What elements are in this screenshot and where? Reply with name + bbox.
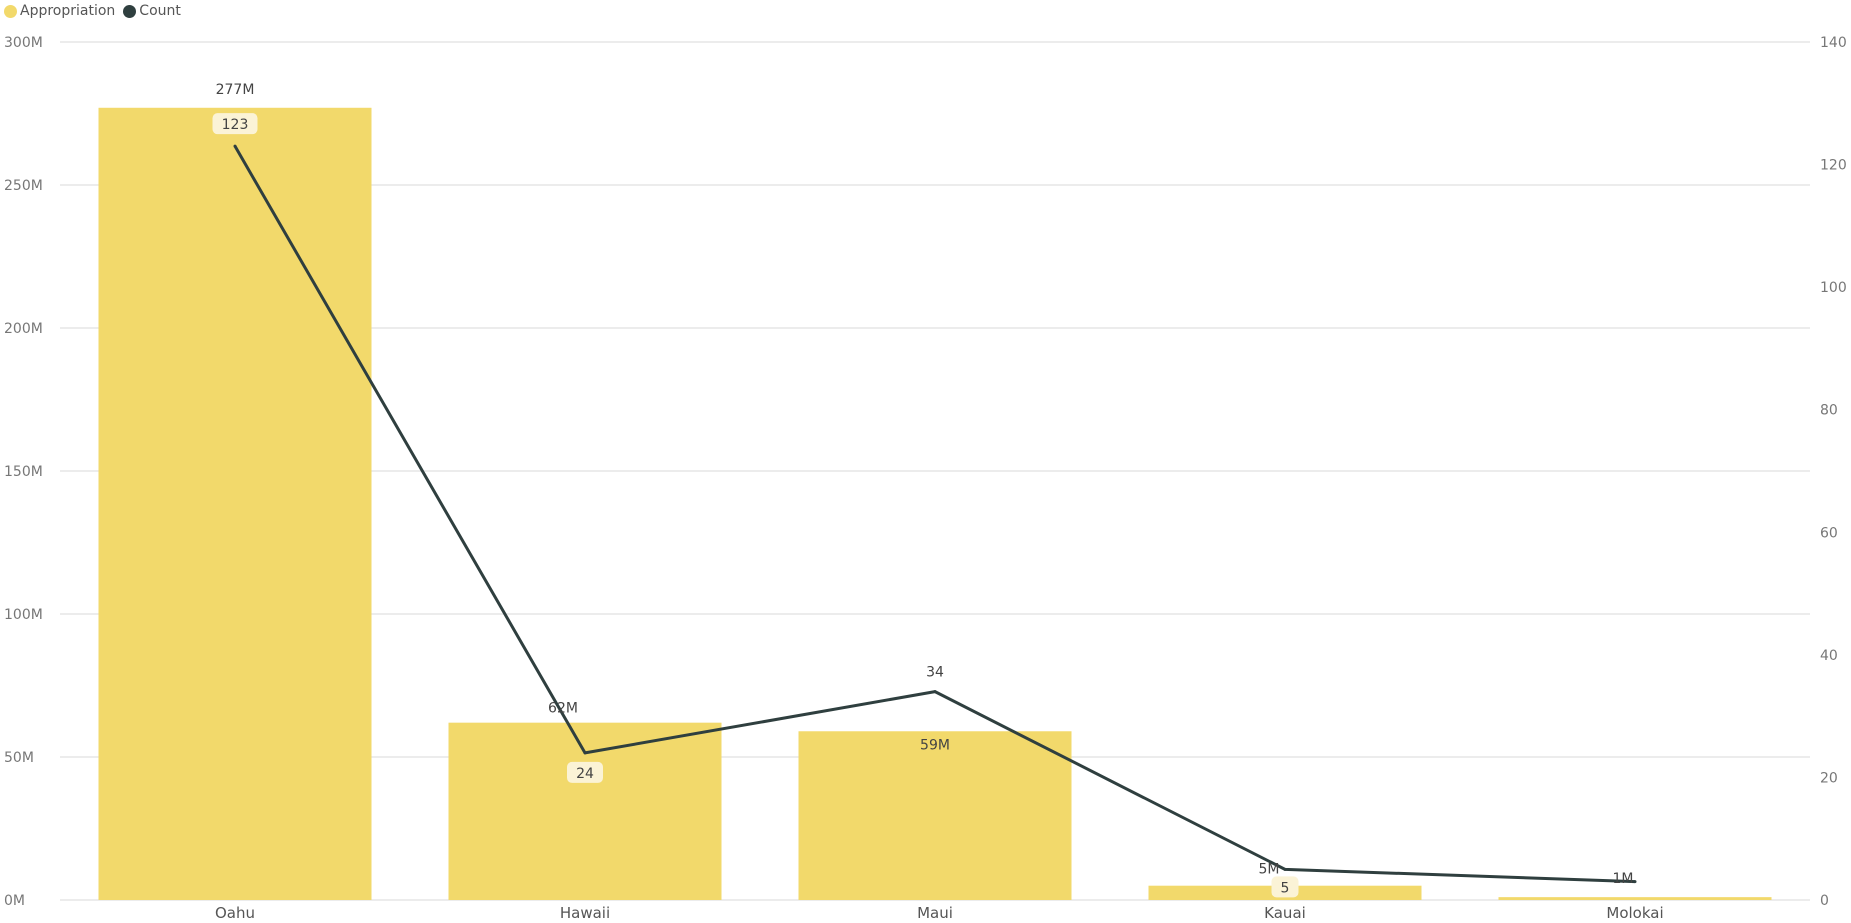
bar-value-label: 1M bbox=[1613, 871, 1634, 887]
count-value-label: 24 bbox=[576, 766, 594, 782]
count-value-label: 5 bbox=[1281, 880, 1290, 896]
y-right-tick-label: 60 bbox=[1820, 525, 1838, 541]
legend-label-appropriation: Appropriation bbox=[20, 3, 116, 19]
count-label-background bbox=[567, 761, 603, 783]
bar-value-label: 59M bbox=[920, 737, 950, 753]
y-left-tick-label: 150M bbox=[4, 464, 43, 480]
x-tick-label-hawaii: Hawaii bbox=[560, 904, 610, 922]
legend-item-appropriation[interactable]: Appropriation bbox=[4, 3, 115, 19]
y-right-tick-label: 100 bbox=[1820, 280, 1847, 296]
legend-swatch-appropriation bbox=[4, 4, 17, 18]
y-left-tick-label: 200M bbox=[4, 321, 43, 337]
count-value-label: 34 bbox=[926, 665, 944, 681]
count-label-background bbox=[1271, 876, 1299, 898]
y-left-tick-label: 250M bbox=[4, 178, 43, 194]
y-right-tick-label: 80 bbox=[1820, 403, 1838, 419]
y-right-tick-label: 40 bbox=[1820, 648, 1838, 664]
count-point-molokai bbox=[1633, 880, 1637, 884]
x-tick-label-maui: Maui bbox=[917, 904, 953, 922]
bar-value-label: 277M bbox=[216, 82, 255, 98]
count-point-maui bbox=[933, 690, 937, 694]
y-right-tick-label: 20 bbox=[1820, 770, 1838, 786]
y-left-tick-label: 50M bbox=[4, 750, 34, 766]
x-tick-label-molokai: Molokai bbox=[1606, 904, 1663, 922]
count-point-hawaii bbox=[583, 751, 587, 755]
chart-legend: Appropriation Count bbox=[4, 2, 189, 20]
count-value-label: 123 bbox=[222, 117, 249, 133]
legend-item-count[interactable]: Count bbox=[123, 3, 181, 19]
x-tick-label-oahu: Oahu bbox=[215, 904, 255, 922]
bar-maui bbox=[798, 731, 1072, 900]
bars bbox=[98, 107, 1772, 900]
y-right-tick-label: 120 bbox=[1820, 158, 1847, 174]
legend-label-count: Count bbox=[139, 3, 181, 19]
x-tick-label-kauai: Kauai bbox=[1264, 904, 1306, 922]
bar-molokai bbox=[1498, 897, 1772, 900]
y-left-tick-label: 300M bbox=[4, 35, 43, 51]
count-label-background bbox=[212, 113, 258, 135]
axes: 0M 50M 100M 150M 200M 250M 300M 0 20 40 60 80 100 120… bbox=[4, 35, 1847, 922]
bar-oahu bbox=[98, 107, 372, 900]
count-line bbox=[233, 144, 1637, 884]
bar-value-label: 5M bbox=[1259, 862, 1280, 878]
y-left-tick-label: 0M bbox=[4, 893, 25, 909]
count-point-oahu bbox=[233, 144, 237, 148]
count-point-kauai bbox=[1283, 867, 1287, 871]
data-labels: 277M 62M 59M 5M 1M 123 24 34 5 bbox=[212, 82, 1634, 898]
bar-value-label: 62M bbox=[548, 701, 578, 717]
y-right-tick-label: 0 bbox=[1820, 893, 1829, 909]
y-left-tick-label: 100M bbox=[4, 607, 43, 623]
bar-hawaii bbox=[448, 722, 722, 900]
legend-swatch-count bbox=[123, 4, 137, 18]
y-right-tick-label: 140 bbox=[1820, 35, 1847, 51]
